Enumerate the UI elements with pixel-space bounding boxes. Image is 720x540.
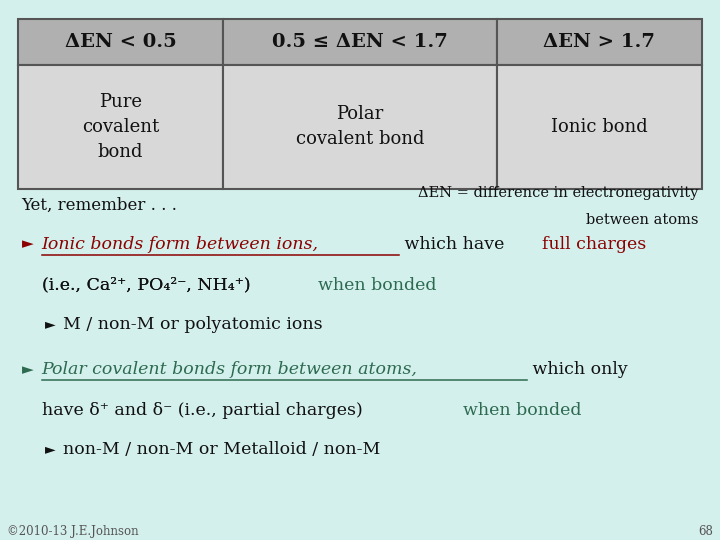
Text: ΔEN < 0.5: ΔEN < 0.5 (65, 33, 176, 51)
Text: ►: ► (45, 442, 56, 456)
Text: between atoms: between atoms (586, 213, 698, 227)
Text: when bonded: when bonded (463, 402, 581, 419)
Text: ►: ► (22, 363, 33, 377)
Text: which have: which have (399, 236, 510, 253)
Text: Yet, remember . . .: Yet, remember . . . (22, 197, 177, 214)
Bar (497, 65, 702, 189)
Bar (223, 65, 497, 189)
Text: Ionic bond: Ionic bond (551, 118, 648, 136)
Text: ►: ► (45, 317, 56, 331)
Text: ΔEN = difference in electronegativity: ΔEN = difference in electronegativity (418, 186, 698, 200)
Text: (i.e., Ca²⁺, PO₄²⁻, NH₄⁺): (i.e., Ca²⁺, PO₄²⁻, NH₄⁺) (42, 276, 256, 294)
Text: ΔEN > 1.7: ΔEN > 1.7 (544, 33, 655, 51)
Text: ©2010-13 J.E.Johnson: ©2010-13 J.E.Johnson (7, 525, 139, 538)
Bar (497, 19, 702, 65)
Bar (223, 19, 497, 65)
Text: Polar
covalent bond: Polar covalent bond (296, 105, 424, 148)
Text: which only: which only (527, 361, 628, 379)
Bar (18, 65, 223, 189)
Text: 68: 68 (698, 525, 713, 538)
Text: non-M / non-M or Metalloid / non-M: non-M / non-M or Metalloid / non-M (63, 441, 381, 458)
Text: ►: ► (22, 238, 33, 252)
Text: Ionic bonds form between ions,: Ionic bonds form between ions, (42, 236, 319, 253)
Text: (i.e., Ca²⁺, PO₄²⁻, NH₄⁺): (i.e., Ca²⁺, PO₄²⁻, NH₄⁺) (42, 276, 256, 294)
Text: have δ⁺ and δ⁻ (i.e., partial charges): have δ⁺ and δ⁻ (i.e., partial charges) (42, 402, 368, 419)
Text: Polar covalent bonds form between atoms,: Polar covalent bonds form between atoms, (42, 361, 418, 379)
Text: 0.5 ≤ ΔEN < 1.7: 0.5 ≤ ΔEN < 1.7 (272, 33, 448, 51)
Text: when bonded: when bonded (318, 276, 436, 294)
Text: M / non-M or polyatomic ions: M / non-M or polyatomic ions (63, 315, 323, 333)
Text: full charges: full charges (542, 236, 647, 253)
Bar (18, 19, 223, 65)
Text: Pure
covalent
bond: Pure covalent bond (82, 93, 159, 161)
